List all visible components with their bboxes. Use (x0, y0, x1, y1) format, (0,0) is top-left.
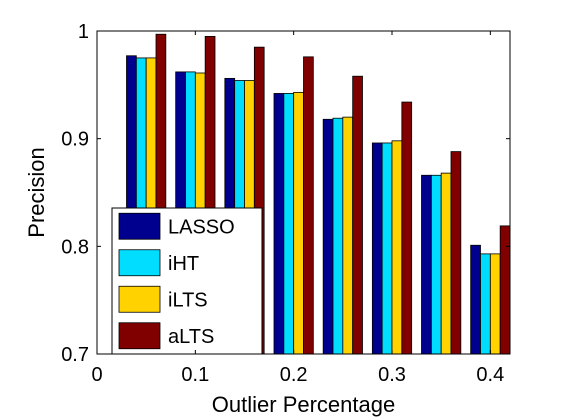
legend-label-iht: iHT (168, 253, 199, 275)
bar-iht-7 (480, 253, 491, 355)
bar-iht-4 (332, 117, 344, 355)
x-tick-label-4: 0.4 (476, 364, 504, 386)
x-tick-label-1: 0.1 (181, 364, 209, 386)
bar-alts-4 (352, 75, 363, 355)
legend-label-lasso: LASSO (168, 216, 235, 238)
legend: LASSO iHT iLTS aLTS (111, 207, 263, 355)
bar-alts-7 (499, 225, 511, 355)
x-tick-label-3: 0.3 (378, 364, 406, 386)
bar-lasso-4 (322, 118, 334, 355)
bar-iht-5 (381, 142, 393, 355)
legend-swatch-ilts (118, 285, 161, 313)
bar-iht-3 (283, 93, 295, 355)
bar-alts-3 (303, 56, 314, 355)
y-tick-label-2: 0.9 (61, 129, 89, 151)
bar-ilts-5 (391, 140, 403, 355)
y-axis-label: Precision (24, 147, 49, 237)
plot-frame (96, 30, 511, 355)
x-axis-label: Outlier Percentage (212, 392, 395, 417)
x-tick-label-0: 0 (91, 364, 102, 386)
bar-ilts-4 (342, 116, 354, 355)
bar-ilts-3 (293, 91, 304, 355)
bar-ilts-6 (440, 172, 452, 355)
bar-ilts-7 (489, 253, 501, 355)
legend-label-ilts: iLTS (168, 289, 208, 311)
y-tick-label-3: 1 (78, 21, 89, 43)
ticks-layer: 0 0.1 0.2 0.3 0.4 0.7 0.8 0.9 1 (61, 21, 510, 386)
legend-swatch-lasso (118, 212, 161, 240)
bar-lasso-6 (421, 174, 432, 355)
legend-swatch-alts (118, 322, 161, 350)
bar-lasso-7 (470, 244, 481, 355)
bar-alts-5 (401, 101, 413, 355)
bar-lasso-3 (273, 93, 285, 355)
x-tick-label-2: 0.2 (280, 364, 308, 386)
y-tick-label-1: 0.8 (61, 236, 89, 258)
legend-label-alts: aLTS (168, 326, 214, 348)
bar-alts-6 (450, 151, 462, 355)
bar-iht-6 (430, 174, 442, 355)
y-tick-label-0: 0.7 (61, 344, 89, 366)
legend-swatch-iht (118, 249, 161, 277)
bar-lasso-5 (371, 142, 383, 355)
